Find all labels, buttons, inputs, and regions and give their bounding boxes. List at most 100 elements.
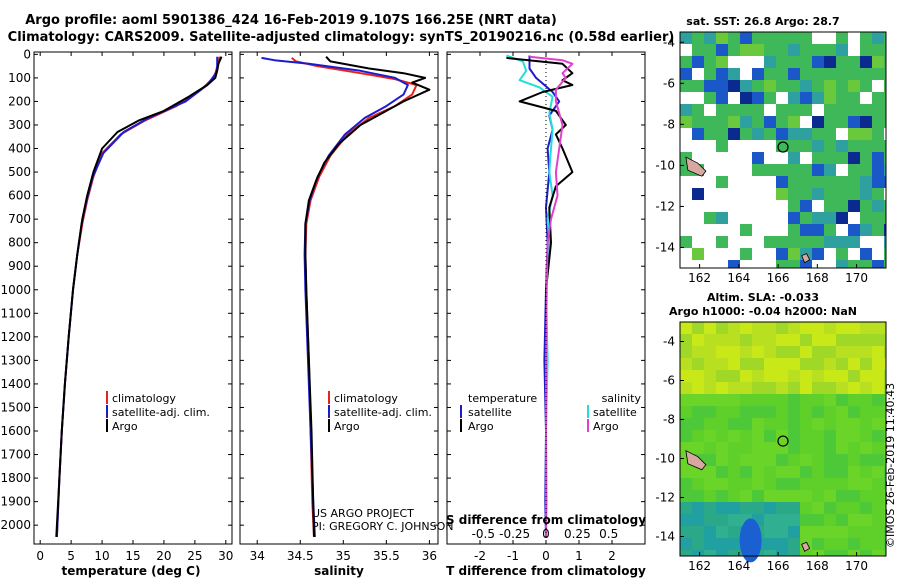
map-island [801,253,811,264]
map-cell [716,128,728,140]
map-cell [776,44,788,56]
map-cell [872,128,884,140]
map-cell [740,406,752,418]
map-cell [776,68,788,80]
map-cell [716,322,728,334]
map-cell [788,454,800,466]
map-cell [704,502,716,514]
map-cell [836,430,848,442]
map-cell [788,152,800,164]
map-cell [740,358,752,370]
map-cell [752,128,764,140]
map-cell [872,44,884,56]
s-tick-label: -0.25 [499,527,530,541]
map-cell [800,358,812,370]
s-tick-label: 0 [542,527,550,541]
map-cell [848,224,860,236]
map-cell [884,394,886,406]
map-cell [740,478,752,490]
map-cell [836,92,848,104]
map-cell [836,538,848,550]
map-cell [884,152,886,164]
map-cell [728,334,740,346]
map-cell [812,550,824,556]
map-cell [860,466,872,478]
temperature-plot: 0100200300400500600700800900100011001200… [0,47,233,563]
map-cell [800,164,812,176]
map-cell [812,44,824,56]
series-line-s-argo [529,55,574,537]
map-cell [860,334,872,346]
map-cell [836,394,848,406]
map-x-tick-label: 164 [727,271,750,285]
map-cell [800,32,812,44]
map-cell [728,116,740,128]
map-cell [872,514,884,526]
map-y-tick-label: -14 [655,240,675,254]
map-cell [776,406,788,418]
map-cell [860,382,872,394]
map-x-tick-label: 162 [688,559,711,573]
map-cell [872,382,884,394]
map-cell [800,128,812,140]
map-cell [692,104,704,116]
map-cell [824,430,836,442]
map-cell [860,188,872,200]
map-cell [728,478,740,490]
map-cell [716,430,728,442]
y-tick-label: 1100 [0,306,31,320]
map-cell [800,140,812,152]
map-cell [872,394,884,406]
map-cell [704,370,716,382]
map-cell [812,56,824,68]
map-cell [716,32,728,44]
map-cell [884,140,886,152]
map-x-tick-label: 164 [727,559,750,573]
map-cell [788,430,800,442]
map-x-tick-label: 162 [688,271,711,285]
map-cell [836,44,848,56]
map-cell [680,394,692,406]
map-cell [884,478,886,490]
map-cell [752,478,764,490]
map-cell [704,490,716,502]
map-cell [812,334,824,346]
map-cell [884,454,886,466]
map-cell [872,68,884,80]
map-cell [704,394,716,406]
map-cell [728,128,740,140]
map-cell [752,322,764,334]
y-tick-label: 1200 [0,330,31,344]
map-cell [716,358,728,370]
map-cell [728,502,740,514]
map-cell [764,526,776,538]
map-cell [740,490,752,502]
map-cell [812,116,824,128]
map-cell [680,370,692,382]
map-cell [824,44,836,56]
map-cell [860,32,872,44]
y-tick-label: 1800 [0,471,31,485]
s-tick-label: -0.5 [472,527,495,541]
y-tick-label: 1000 [0,283,31,297]
map-cell [752,164,764,176]
map-cell [788,550,800,556]
map-cell [680,322,692,334]
map-cell [872,116,884,128]
map-cell [716,92,728,104]
map-y-tick-label: -10 [655,158,675,172]
map-cell [848,466,860,478]
map-cell [836,346,848,358]
map-cell [812,478,824,490]
map-cell [848,418,860,430]
map-cell [884,212,886,224]
map-cell [716,394,728,406]
map-cell [740,466,752,478]
legend-label-argo: Argo [112,420,138,433]
map-cell [776,394,788,406]
map-cell [836,104,848,116]
map-cell [716,442,728,454]
map-cell [800,346,812,358]
map-cell [680,526,692,538]
map-cell [764,236,776,248]
